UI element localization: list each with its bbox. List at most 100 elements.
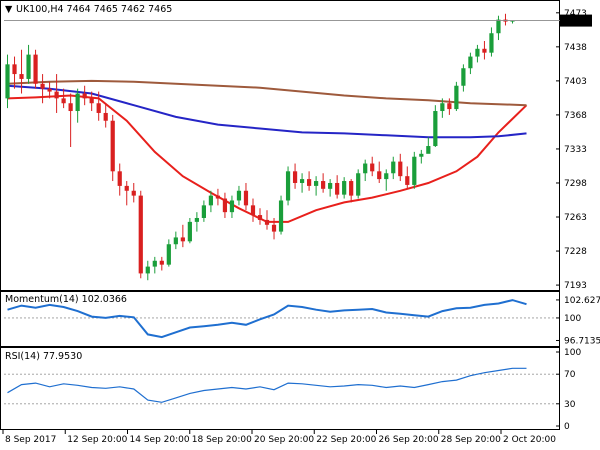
candle — [187, 217, 192, 244]
last-price-badge — [560, 14, 592, 27]
candle-body — [180, 237, 185, 242]
candle — [461, 64, 466, 92]
candle — [236, 185, 242, 206]
candle — [96, 91, 101, 121]
candle — [377, 161, 382, 183]
candle-body — [447, 103, 452, 110]
candle-body — [377, 171, 382, 180]
candle-body — [257, 215, 263, 220]
candle-body — [96, 103, 101, 113]
candle — [328, 179, 333, 197]
candle-body — [82, 93, 87, 99]
candle — [503, 13, 508, 26]
candle-body — [314, 181, 319, 186]
candle-body — [271, 224, 277, 232]
candle-body — [285, 171, 291, 201]
candle — [159, 256, 164, 271]
rsi-pane-frame — [0, 347, 560, 430]
candle — [335, 175, 340, 199]
candle-body — [215, 195, 221, 199]
candle-body — [292, 171, 298, 183]
candle-body — [440, 103, 445, 112]
momentum-pane-title: Momentum(14) 102.0366 — [5, 294, 127, 305]
candle-body — [398, 161, 403, 177]
candle-body — [419, 153, 424, 157]
candle — [468, 52, 473, 75]
candle-body — [349, 181, 354, 196]
candle-body — [384, 173, 389, 180]
candle-body — [433, 111, 438, 147]
candle — [208, 190, 214, 213]
candle — [342, 177, 347, 199]
moving-average-lines — [7, 79, 528, 223]
price-pane-title: UK100,H4 7464 7465 7462 7465 — [16, 4, 172, 15]
candle-body — [321, 181, 326, 189]
price-tick-label: 7403 — [564, 77, 587, 87]
rsi-tick-label: 100 — [564, 348, 581, 358]
candle-body — [173, 237, 178, 245]
candle-body — [363, 163, 368, 174]
candle — [131, 182, 136, 203]
candle — [12, 56, 17, 89]
candle — [47, 81, 52, 99]
candle-body — [187, 221, 192, 242]
candle-body — [426, 146, 431, 154]
momentum-tick-label: 102.6272 — [564, 296, 600, 306]
candle-body — [482, 48, 487, 53]
candle — [356, 169, 361, 199]
ma-line-1 — [7, 84, 527, 139]
candle — [264, 210, 270, 230]
candle — [222, 192, 228, 218]
candle — [89, 91, 94, 112]
candle-body — [124, 185, 129, 191]
candle — [271, 217, 277, 240]
candle — [475, 44, 480, 63]
candle — [180, 224, 185, 248]
candle — [440, 98, 445, 118]
price-tick-label: 7263 — [564, 213, 587, 223]
candle-body — [166, 244, 171, 265]
candle — [292, 163, 298, 189]
candle-body — [145, 266, 150, 274]
candle-body — [405, 176, 410, 185]
time-axis: 8 Sep 2017 12 Sep 20:00 14 Sep 20:00 18 Sep… — [2, 430, 556, 445]
candle-body — [12, 64, 17, 75]
candle-body — [236, 190, 242, 201]
candle — [398, 153, 403, 182]
candle — [426, 137, 431, 154]
candle — [314, 176, 319, 196]
candle — [5, 54, 10, 109]
candle — [40, 74, 45, 104]
candle — [19, 49, 24, 94]
candle-body — [250, 205, 256, 216]
time-tick-label: 18 Sep 20:00 — [192, 435, 252, 445]
candle-body — [222, 198, 228, 213]
candle — [363, 159, 368, 182]
time-tick-label: 22 Sep 20:00 — [316, 435, 376, 445]
candle — [412, 151, 417, 189]
rsi-tick-label: 30 — [564, 400, 576, 410]
candle-body — [68, 103, 73, 112]
candle — [419, 149, 424, 164]
candle — [75, 88, 80, 123]
candle-body — [496, 19, 501, 34]
candle-body — [54, 91, 59, 99]
time-tick-label: 28 Sep 20:00 — [441, 435, 501, 445]
candle — [110, 114, 115, 182]
candle — [496, 15, 501, 41]
candle — [229, 195, 235, 218]
candle — [243, 182, 249, 211]
candle — [454, 81, 459, 112]
candle — [166, 239, 171, 267]
candle — [82, 85, 87, 106]
momentum-line — [7, 299, 527, 339]
candle — [201, 200, 206, 222]
candle — [299, 173, 305, 193]
candle — [278, 195, 284, 235]
momentum-pane-frame — [0, 291, 560, 347]
price-pane-title-arrow[interactable]: ▼ — [5, 4, 13, 15]
time-tick-label: 2 Oct 20:00 — [503, 435, 556, 445]
candle-body — [110, 120, 115, 172]
candle-body — [117, 171, 122, 186]
